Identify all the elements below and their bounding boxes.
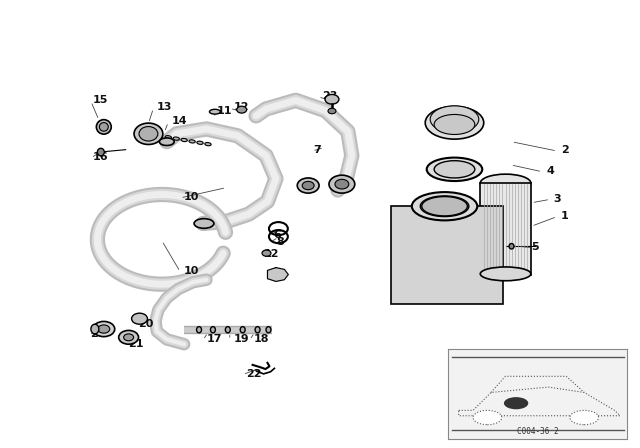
Text: 7: 7 [313, 145, 321, 155]
Circle shape [302, 181, 314, 190]
Text: 8: 8 [276, 237, 284, 247]
Bar [392, 206, 503, 304]
Ellipse shape [139, 126, 158, 141]
Text: 1: 1 [561, 211, 569, 221]
Circle shape [98, 325, 110, 333]
Ellipse shape [509, 244, 514, 249]
Text: 19: 19 [234, 334, 250, 345]
Circle shape [262, 250, 271, 256]
Text: 11: 11 [216, 106, 232, 116]
Ellipse shape [134, 123, 163, 145]
Text: 17: 17 [207, 334, 222, 345]
Text: 16: 16 [92, 152, 108, 162]
Ellipse shape [427, 158, 483, 181]
Circle shape [237, 106, 246, 113]
Circle shape [570, 410, 598, 425]
Ellipse shape [211, 327, 216, 333]
Ellipse shape [189, 140, 195, 143]
Text: 20: 20 [138, 319, 154, 328]
Text: 12: 12 [234, 102, 249, 112]
Ellipse shape [197, 141, 203, 144]
Text: 18: 18 [253, 334, 269, 345]
Text: 10: 10 [184, 266, 200, 276]
Ellipse shape [420, 196, 469, 216]
Ellipse shape [422, 197, 467, 216]
Polygon shape [268, 267, 288, 281]
Ellipse shape [181, 138, 188, 142]
Circle shape [335, 179, 349, 189]
Ellipse shape [434, 115, 475, 134]
Text: 4: 4 [547, 166, 554, 176]
Circle shape [124, 334, 134, 341]
Circle shape [328, 108, 336, 114]
Ellipse shape [225, 327, 230, 333]
Ellipse shape [480, 267, 531, 281]
Ellipse shape [165, 136, 172, 139]
Text: 21: 21 [129, 339, 144, 349]
Ellipse shape [196, 327, 202, 333]
Circle shape [325, 95, 339, 104]
Text: 5: 5 [531, 242, 539, 252]
Circle shape [473, 410, 502, 425]
Ellipse shape [209, 109, 220, 114]
Ellipse shape [205, 142, 211, 146]
Text: C004-36 2: C004-36 2 [516, 427, 559, 436]
Circle shape [118, 331, 138, 344]
Text: 6: 6 [273, 230, 282, 240]
Circle shape [297, 178, 319, 193]
Circle shape [132, 313, 147, 324]
Text: 10: 10 [184, 192, 200, 202]
Ellipse shape [99, 123, 108, 131]
Ellipse shape [412, 192, 477, 220]
Ellipse shape [91, 324, 99, 334]
Ellipse shape [266, 327, 271, 333]
Ellipse shape [480, 174, 531, 192]
Text: 22: 22 [246, 369, 262, 379]
Text: 2: 2 [561, 145, 569, 155]
Text: 13: 13 [157, 102, 172, 112]
Text: 8: 8 [333, 178, 340, 188]
Text: 15: 15 [92, 95, 108, 105]
Ellipse shape [240, 327, 245, 333]
Ellipse shape [425, 106, 484, 139]
Circle shape [329, 175, 355, 193]
Ellipse shape [194, 219, 214, 228]
Ellipse shape [434, 161, 475, 178]
Text: 3: 3 [554, 194, 561, 204]
Bar [480, 183, 531, 275]
Ellipse shape [159, 138, 174, 146]
Ellipse shape [97, 120, 111, 134]
Ellipse shape [97, 148, 104, 156]
Ellipse shape [255, 327, 260, 333]
Text: 9: 9 [271, 271, 279, 281]
Text: 23: 23 [322, 91, 337, 101]
Text: 21: 21 [90, 329, 106, 339]
Circle shape [93, 322, 115, 336]
Circle shape [504, 397, 528, 409]
Text: 12: 12 [264, 249, 279, 259]
Ellipse shape [173, 137, 179, 140]
Ellipse shape [430, 106, 479, 133]
Text: 14: 14 [172, 116, 188, 126]
